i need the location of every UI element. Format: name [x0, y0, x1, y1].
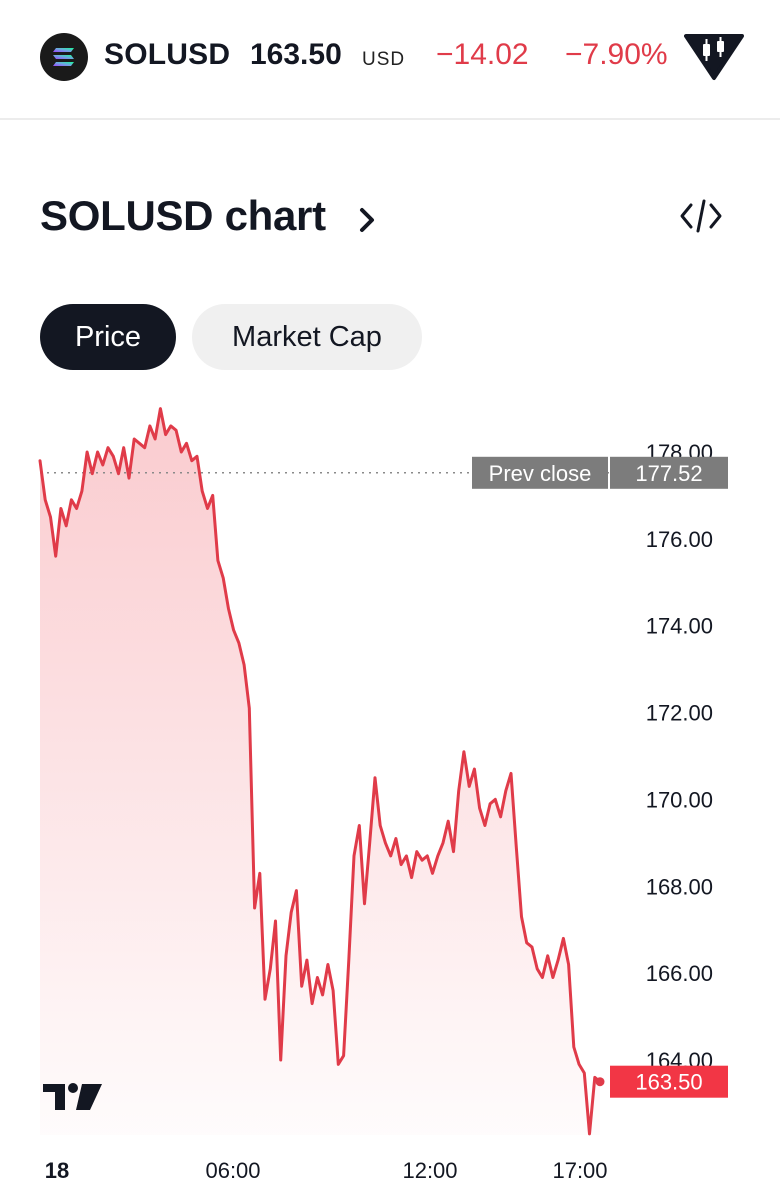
solana-logo-icon	[40, 33, 88, 81]
last-price-label-text: 163.50	[635, 1070, 702, 1095]
prev-close-text: Prev close	[489, 461, 592, 486]
x-axis-tick-label: 12:00	[402, 1158, 457, 1183]
last-price-dot	[595, 1077, 605, 1087]
last-price: 163.50	[250, 38, 342, 71]
prev-close-value: 177.52	[635, 461, 702, 486]
currency-label: USD	[362, 49, 406, 70]
prev-close-label: Prev close 177.52	[472, 456, 728, 489]
price-change-percent: −7.90%	[565, 38, 668, 71]
symbol-header-bar: SOLUSD 163.50 USD −14.02 −7.90%	[0, 0, 780, 120]
y-axis-tick-label: 172.00	[646, 701, 713, 726]
candlestick-badge-icon[interactable]	[684, 30, 744, 87]
price-chart[interactable]: 178.00176.00174.00172.00170.00168.00166.…	[0, 390, 780, 1190]
price-change: −14.02	[436, 38, 529, 71]
price-line	[38, 407, 602, 1136]
y-axis-tick-label: 176.00	[646, 527, 713, 552]
y-axis-tick-label: 174.00	[646, 614, 713, 639]
x-axis-tick-label: 06:00	[205, 1158, 260, 1183]
x-axis-tick-label: 17:00	[552, 1158, 607, 1183]
symbol-name: SOLUSD	[104, 38, 231, 71]
y-axis-tick-label: 166.00	[646, 961, 713, 986]
code-embed-icon[interactable]	[678, 196, 724, 241]
chart-section-title[interactable]: SOLUSD chart	[40, 192, 326, 239]
price-area-fill	[40, 408, 600, 1136]
x-axis-tick-label: 18	[45, 1158, 69, 1183]
tab-market-cap[interactable]: Market Cap	[192, 304, 422, 370]
tradingview-logo-icon	[43, 1083, 102, 1110]
tab-price[interactable]: Price	[40, 304, 176, 370]
y-axis-tick-label: 168.00	[646, 874, 713, 899]
last-price-label: 163.50	[610, 1065, 728, 1098]
chevron-right-icon[interactable]	[357, 206, 377, 239]
y-axis-tick-label: 170.00	[646, 787, 713, 812]
